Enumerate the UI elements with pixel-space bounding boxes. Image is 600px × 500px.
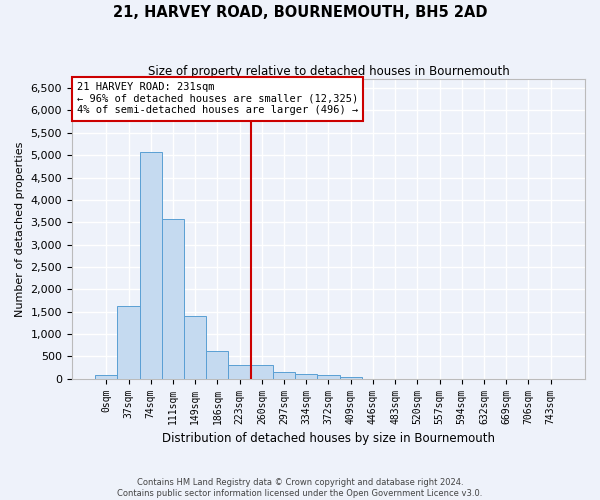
Bar [251,366,273,378]
Y-axis label: Number of detached properties: Number of detached properties [15,141,25,316]
Bar [162,219,184,378]
Bar [340,377,362,378]
Bar [140,152,162,378]
Bar [95,376,118,378]
Bar [317,376,340,378]
Bar [295,374,317,378]
Bar [184,316,206,378]
Text: 21, HARVEY ROAD, BOURNEMOUTH, BH5 2AD: 21, HARVEY ROAD, BOURNEMOUTH, BH5 2AD [113,5,487,20]
Title: Size of property relative to detached houses in Bournemouth: Size of property relative to detached ho… [148,65,509,78]
Bar [206,351,229,378]
Bar [229,366,251,378]
X-axis label: Distribution of detached houses by size in Bournemouth: Distribution of detached houses by size … [162,432,495,445]
Text: Contains HM Land Registry data © Crown copyright and database right 2024.
Contai: Contains HM Land Registry data © Crown c… [118,478,482,498]
Text: 21 HARVEY ROAD: 231sqm
← 96% of detached houses are smaller (12,325)
4% of semi-: 21 HARVEY ROAD: 231sqm ← 96% of detached… [77,82,358,116]
Bar [273,372,295,378]
Bar [118,306,140,378]
